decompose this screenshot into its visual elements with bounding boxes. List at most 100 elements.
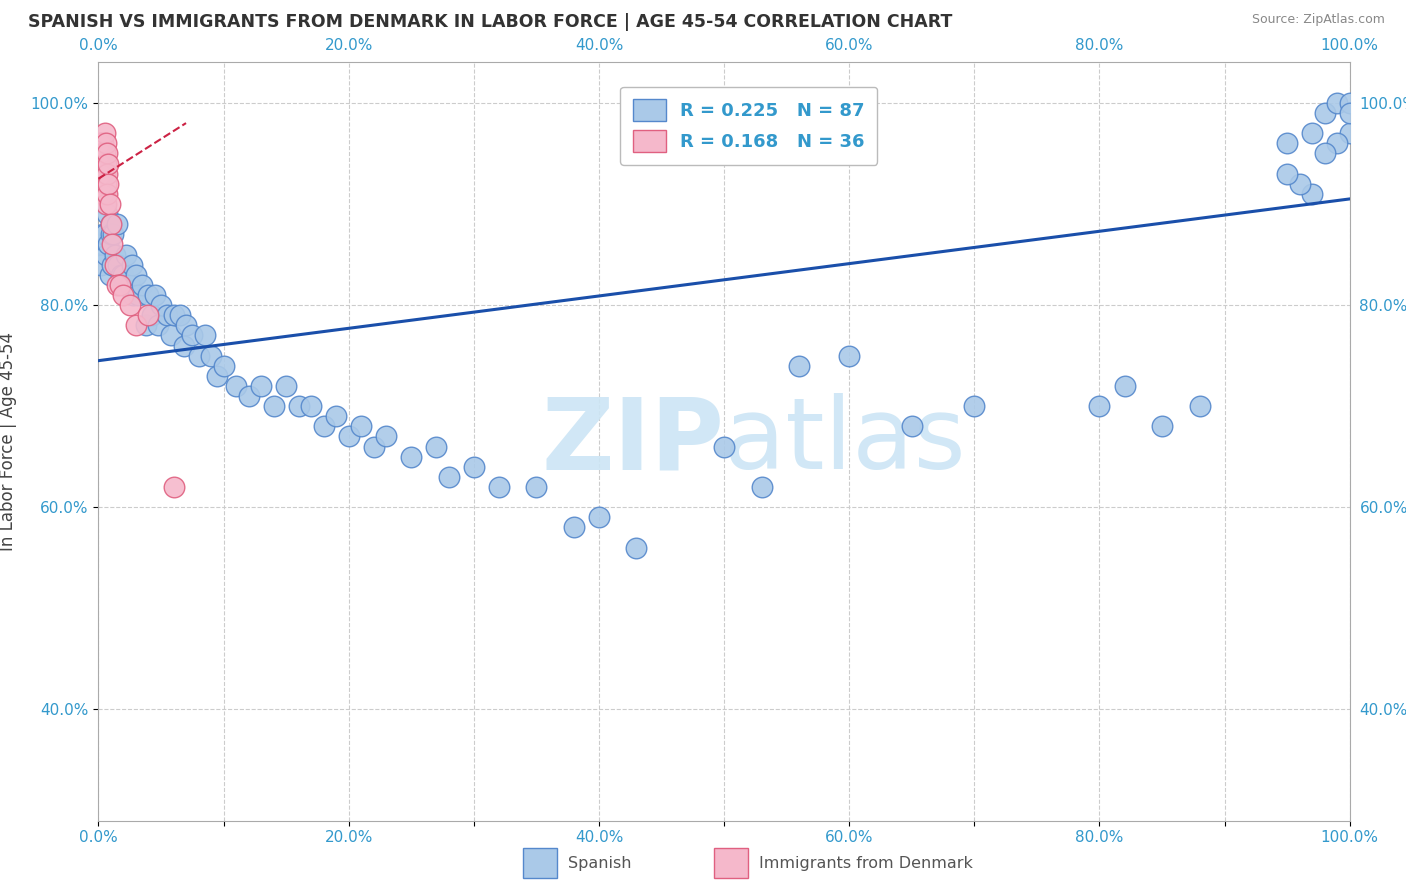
Point — [125, 318, 148, 333]
Point — [181, 328, 204, 343]
Point — [626, 541, 648, 555]
Point — [93, 227, 115, 242]
Point — [104, 258, 127, 272]
Point — [1339, 126, 1361, 140]
Point — [143, 288, 166, 302]
Point — [93, 146, 115, 161]
Point — [93, 186, 115, 201]
Point — [1326, 95, 1348, 110]
Point — [94, 136, 117, 151]
Point — [90, 136, 112, 151]
Point — [150, 298, 173, 312]
Point — [1277, 136, 1299, 151]
Point — [138, 308, 160, 322]
Point — [312, 419, 335, 434]
Point — [93, 167, 115, 181]
Point — [588, 510, 610, 524]
Point — [1313, 106, 1336, 120]
Point — [263, 399, 285, 413]
Point — [751, 480, 773, 494]
Point — [94, 247, 117, 261]
Point — [101, 237, 124, 252]
Point — [1326, 136, 1348, 151]
Point — [127, 288, 149, 302]
Point — [100, 227, 122, 242]
Point — [90, 258, 112, 272]
Point — [162, 308, 184, 322]
Point — [122, 288, 145, 302]
Point — [713, 440, 735, 454]
Point — [363, 440, 385, 454]
Text: Source: ZipAtlas.com: Source: ZipAtlas.com — [1251, 13, 1385, 27]
Point — [1277, 167, 1299, 181]
Point — [1188, 399, 1211, 413]
Point — [93, 227, 115, 242]
Point — [437, 470, 460, 484]
Point — [105, 217, 128, 231]
Point — [375, 429, 398, 443]
Point — [93, 146, 115, 161]
Y-axis label: In Labor Force | Age 45-54: In Labor Force | Age 45-54 — [0, 332, 17, 551]
Point — [93, 136, 115, 151]
Point — [787, 359, 810, 373]
Point — [104, 247, 127, 261]
Text: Immigrants from Denmark: Immigrants from Denmark — [759, 855, 973, 871]
Point — [1313, 146, 1336, 161]
Point — [98, 268, 121, 282]
Point — [94, 197, 117, 211]
Point — [963, 399, 986, 413]
Point — [96, 146, 118, 161]
Text: Spanish: Spanish — [568, 855, 631, 871]
Point — [89, 136, 111, 151]
Point — [299, 399, 322, 413]
Point — [131, 277, 153, 292]
Point — [96, 167, 118, 181]
Point — [169, 308, 191, 322]
Point — [325, 409, 347, 424]
Point — [524, 480, 547, 494]
Point — [160, 328, 183, 343]
Point — [93, 186, 115, 201]
Point — [1114, 379, 1136, 393]
Point — [89, 156, 111, 170]
Point — [337, 429, 360, 443]
Point — [1301, 126, 1323, 140]
Point — [1150, 419, 1173, 434]
Point — [125, 268, 148, 282]
Bar — [523, 848, 557, 878]
Point — [900, 419, 922, 434]
Point — [212, 359, 235, 373]
Point — [174, 318, 197, 333]
Point — [112, 288, 135, 302]
Point — [112, 268, 135, 282]
Point — [138, 288, 160, 302]
Point — [90, 167, 112, 181]
Legend: R = 0.225   N = 87, R = 0.168   N = 36: R = 0.225 N = 87, R = 0.168 N = 36 — [620, 87, 877, 165]
Bar — [714, 848, 748, 878]
Point — [194, 328, 217, 343]
Point — [100, 217, 122, 231]
Point — [141, 308, 163, 322]
Point — [101, 258, 124, 272]
Point — [96, 207, 118, 221]
Point — [91, 156, 114, 170]
Point — [350, 419, 373, 434]
Point — [96, 186, 118, 201]
Point — [401, 450, 423, 464]
Point — [107, 258, 129, 272]
Point — [93, 167, 115, 181]
Point — [118, 298, 141, 312]
Point — [94, 156, 117, 170]
Point — [148, 318, 170, 333]
Point — [121, 258, 143, 272]
Point — [118, 277, 141, 292]
Point — [173, 338, 195, 352]
Point — [97, 177, 120, 191]
Point — [250, 379, 273, 393]
Point — [94, 177, 117, 191]
Point — [225, 379, 247, 393]
Point — [238, 389, 260, 403]
Point — [1288, 177, 1310, 191]
Point — [97, 237, 120, 252]
Point — [562, 520, 585, 534]
